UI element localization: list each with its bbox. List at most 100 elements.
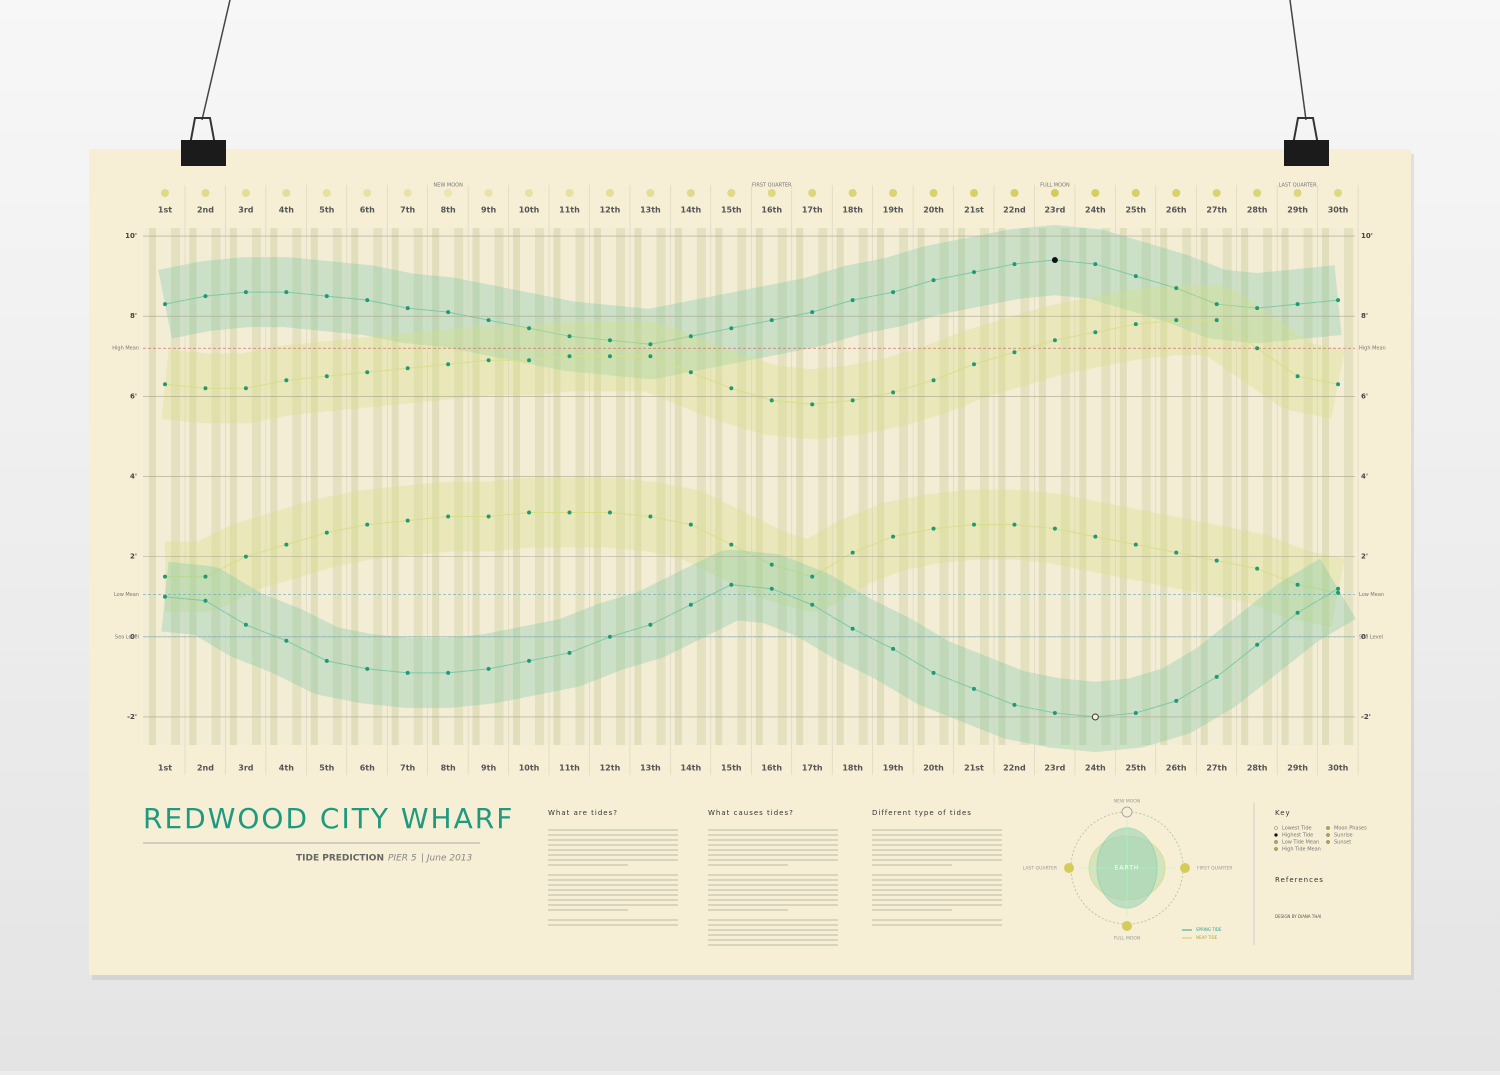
day-label: 23rd (1044, 206, 1065, 215)
day-label: 7th (400, 764, 415, 773)
subtitle: TIDE PREDICTION (296, 854, 384, 864)
tide-point (486, 514, 491, 519)
day-label: 10th (519, 206, 540, 215)
tide-point (324, 294, 329, 299)
day-stripe (715, 228, 723, 745)
paragraph (548, 829, 678, 926)
tide-point (446, 514, 451, 519)
day-stripe (149, 228, 156, 745)
day-stripe (755, 228, 763, 745)
mean-label: Sea Level (1359, 634, 1383, 640)
tide-point (810, 574, 815, 579)
tide-point (850, 550, 855, 555)
tide-point (486, 666, 491, 671)
day-label: 14th (681, 206, 702, 215)
day-label: 30th (1328, 206, 1349, 215)
tide-point (527, 658, 532, 663)
tide-point (1214, 302, 1219, 307)
tide-point (284, 378, 289, 383)
day-stripe (332, 228, 342, 745)
tide-point (405, 306, 410, 311)
y-tick-label: 0' (1361, 633, 1368, 641)
moon-icon (1293, 189, 1302, 197)
day-label: 29th (1287, 206, 1308, 215)
tide-point (446, 310, 451, 315)
tide-point (810, 402, 815, 407)
day-label: 12th (600, 764, 621, 773)
day-stripe (818, 228, 828, 745)
day-label: 30th (1328, 764, 1349, 773)
moon-icon (241, 189, 250, 197)
day-stripe (1344, 228, 1354, 745)
day-label: 19th (883, 764, 904, 773)
day-stripe (373, 228, 383, 745)
tide-point (284, 542, 289, 547)
tide-point (769, 562, 774, 567)
tide-point (1255, 306, 1260, 311)
day-stripe (858, 228, 868, 745)
section-heading: What are tides? (548, 809, 618, 817)
tide-point (1295, 374, 1300, 379)
moon-icon (1131, 189, 1140, 197)
moon-icon (646, 189, 655, 197)
day-label: 22nd (1003, 206, 1026, 215)
tide-point (1051, 257, 1058, 264)
day-stripe (189, 228, 197, 745)
tide-point (446, 670, 451, 675)
y-tick-label: 0' (130, 633, 137, 641)
tide-point (284, 290, 289, 295)
day-label: 11th (559, 206, 580, 215)
day-stripe (1322, 228, 1330, 745)
tide-point (850, 398, 855, 403)
tide-point (607, 354, 612, 359)
day-stripe (1160, 228, 1168, 745)
moon-icon (686, 189, 695, 197)
key-item: Lowest Tide (1282, 826, 1312, 832)
diagram-legend: SPRING TIDE (1196, 927, 1222, 932)
day-label: 2nd (197, 206, 214, 215)
tide-point (405, 518, 410, 523)
day-stripe (391, 228, 399, 745)
day-stripe (513, 228, 521, 745)
day-label: 12th (600, 206, 621, 215)
tide-point (729, 542, 734, 547)
day-label: 27th (1206, 764, 1227, 773)
day-label: 21st (964, 764, 984, 773)
moon-icon (1172, 189, 1181, 197)
tide-point (972, 270, 976, 275)
day-stripe (494, 228, 504, 745)
tide-point (972, 362, 976, 367)
tide-point (567, 354, 572, 359)
tide-point (850, 298, 855, 303)
day-stripe (575, 228, 585, 745)
tide-point (607, 338, 612, 343)
day-label: 27th (1206, 206, 1227, 215)
moon-icon (403, 189, 412, 197)
day-stripe (656, 228, 666, 745)
day-stripe (472, 228, 480, 745)
day-stripe (1079, 228, 1087, 745)
day-stripe (1020, 228, 1030, 745)
y-tick-label: 2' (1361, 553, 1368, 561)
day-stripe (634, 228, 642, 745)
day-stripe (696, 228, 706, 745)
tide-point (931, 278, 936, 283)
tide-point (931, 526, 936, 531)
day-stripe (1303, 228, 1313, 745)
tide-point (1295, 302, 1300, 307)
day-label: 13th (640, 206, 661, 215)
day-stripe (1101, 228, 1111, 745)
tide-point (1133, 710, 1138, 715)
day-stripe (251, 228, 261, 745)
moon-icon (322, 189, 331, 197)
tide-point (769, 586, 774, 591)
moon-icon (970, 189, 978, 197)
tide-point (243, 554, 248, 559)
section-heading: What causes tides? (708, 809, 794, 817)
diagram-label: NEW MOON (1114, 799, 1140, 805)
tide-point (729, 386, 734, 391)
moon-icon (1091, 189, 1100, 197)
day-label: 2nd (197, 764, 214, 773)
tide-point (1336, 590, 1341, 595)
y-tick-label: 2' (130, 553, 137, 561)
